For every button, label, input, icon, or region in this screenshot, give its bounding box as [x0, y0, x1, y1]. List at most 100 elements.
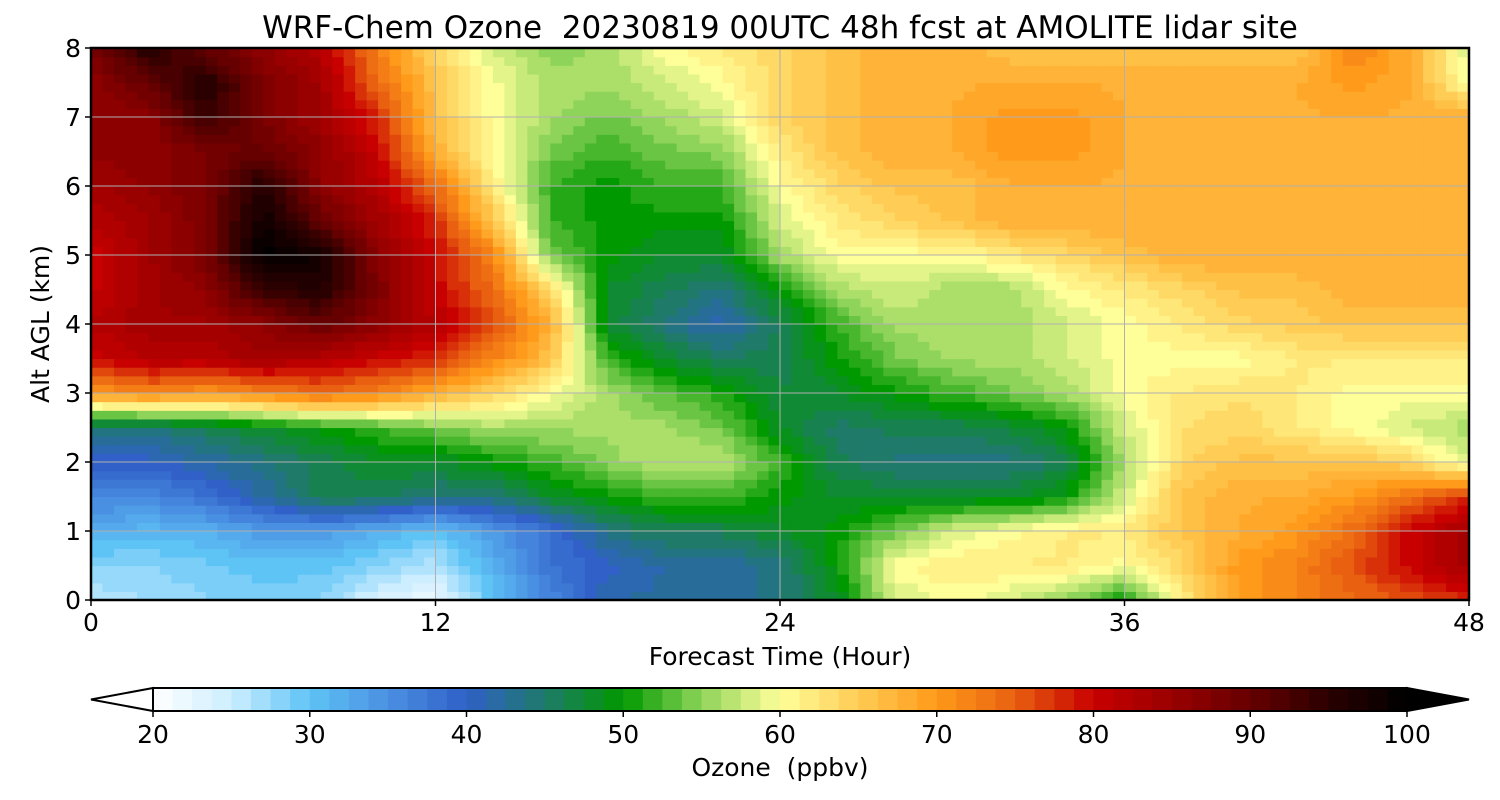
heatmap-cell — [757, 462, 770, 472]
heatmap-cell — [515, 73, 528, 84]
heatmap-cell — [630, 237, 643, 247]
heatmap-cell — [435, 99, 448, 109]
heatmap-cell — [848, 349, 861, 360]
heatmap-cell — [182, 229, 195, 239]
heatmap-cell — [986, 582, 999, 592]
heatmap-cell — [699, 505, 712, 515]
heatmap-cell — [286, 255, 299, 265]
heatmap-cell — [412, 324, 425, 334]
heatmap-cell — [745, 444, 758, 454]
heatmap-cell — [802, 513, 816, 523]
heatmap-cell — [286, 211, 299, 222]
heatmap-cell — [745, 186, 758, 196]
heatmap-cell — [240, 160, 253, 170]
heatmap-cell — [286, 203, 299, 213]
heatmap-cell — [504, 82, 517, 92]
heatmap-cell — [125, 117, 138, 127]
heatmap-cell — [630, 384, 643, 394]
heatmap-cell — [665, 531, 678, 541]
heatmap-cell — [194, 108, 207, 118]
heatmap-cell — [665, 470, 678, 480]
heatmap-cell — [527, 99, 540, 109]
heatmap-cell — [676, 539, 689, 549]
heatmap-cell — [274, 237, 287, 247]
heatmap-cell — [527, 496, 540, 506]
heatmap-cell — [446, 160, 460, 170]
heatmap-cell — [366, 160, 379, 170]
heatmap-cell — [136, 470, 150, 480]
heatmap-cell — [883, 168, 896, 178]
heatmap-cell — [504, 393, 517, 403]
heatmap-cell — [538, 48, 551, 58]
heatmap-cell — [848, 203, 861, 213]
heatmap-cell — [251, 229, 264, 239]
heatmap-cell — [619, 410, 632, 420]
heatmap-cell — [757, 367, 770, 377]
heatmap-cell — [515, 194, 528, 204]
heatmap-cell — [102, 263, 115, 273]
heatmap-cell — [515, 539, 528, 549]
heatmap-cell — [446, 73, 460, 84]
heatmap-cell — [194, 531, 207, 541]
heatmap-cell — [642, 272, 655, 282]
heatmap-cell — [286, 272, 299, 282]
heatmap-cell — [320, 73, 333, 84]
heatmap-cell — [734, 324, 747, 334]
heatmap-cell — [814, 134, 827, 144]
heatmap-cell — [630, 539, 643, 549]
heatmap-cell — [653, 539, 666, 549]
heatmap-cell — [355, 324, 368, 334]
heatmap-cell — [963, 487, 976, 498]
heatmap-cell — [527, 393, 540, 403]
heatmap-cell — [309, 539, 322, 549]
heatmap-cell — [481, 99, 494, 109]
heatmap-cell — [699, 280, 712, 291]
heatmap-cell — [538, 203, 551, 213]
heatmap-cell — [699, 65, 712, 75]
heatmap-cell — [217, 272, 230, 282]
heatmap-cell — [343, 160, 356, 170]
heatmap-cell — [757, 513, 770, 523]
heatmap-cell — [665, 582, 678, 592]
heatmap-cell — [228, 263, 241, 273]
heatmap-cell — [561, 246, 574, 256]
heatmap-cell — [492, 470, 505, 480]
heatmap-cell — [952, 142, 965, 153]
heatmap-cell — [848, 367, 861, 377]
heatmap-cell — [550, 99, 563, 109]
heatmap-cell — [527, 582, 540, 592]
heatmap-cell — [642, 522, 655, 532]
heatmap-cell — [860, 401, 873, 411]
heatmap-cell — [263, 168, 276, 178]
heatmap-cell — [401, 539, 414, 549]
heatmap-cell — [171, 531, 184, 541]
heatmap-cell — [274, 117, 287, 127]
heatmap-cell — [619, 513, 632, 523]
heatmap-cell — [159, 211, 172, 222]
heatmap-cell — [607, 108, 620, 118]
heatmap-cell — [573, 48, 586, 58]
heatmap-cell — [894, 436, 907, 446]
heatmap-cell — [975, 255, 988, 265]
heatmap-cell — [642, 229, 655, 239]
heatmap-cell — [309, 298, 322, 308]
heatmap-cell — [320, 479, 333, 489]
heatmap-cell — [113, 194, 127, 204]
heatmap-cell — [963, 513, 976, 523]
heatmap-cell — [768, 427, 781, 437]
heatmap-cell — [906, 324, 919, 334]
heatmap-cell — [309, 556, 322, 567]
heatmap-cell — [584, 470, 597, 480]
heatmap-cell — [401, 462, 414, 472]
heatmap-cell — [619, 487, 632, 498]
heatmap-cell — [963, 306, 976, 316]
heatmap-cell — [538, 298, 551, 308]
heatmap-cell — [366, 582, 379, 592]
heatmap-cell — [860, 591, 873, 601]
heatmap-cell — [802, 255, 816, 265]
heatmap-cell — [711, 263, 724, 273]
heatmap-cell — [91, 237, 104, 247]
heatmap-cell — [458, 427, 471, 437]
heatmap-cell — [91, 108, 104, 118]
heatmap-cell — [894, 505, 907, 515]
